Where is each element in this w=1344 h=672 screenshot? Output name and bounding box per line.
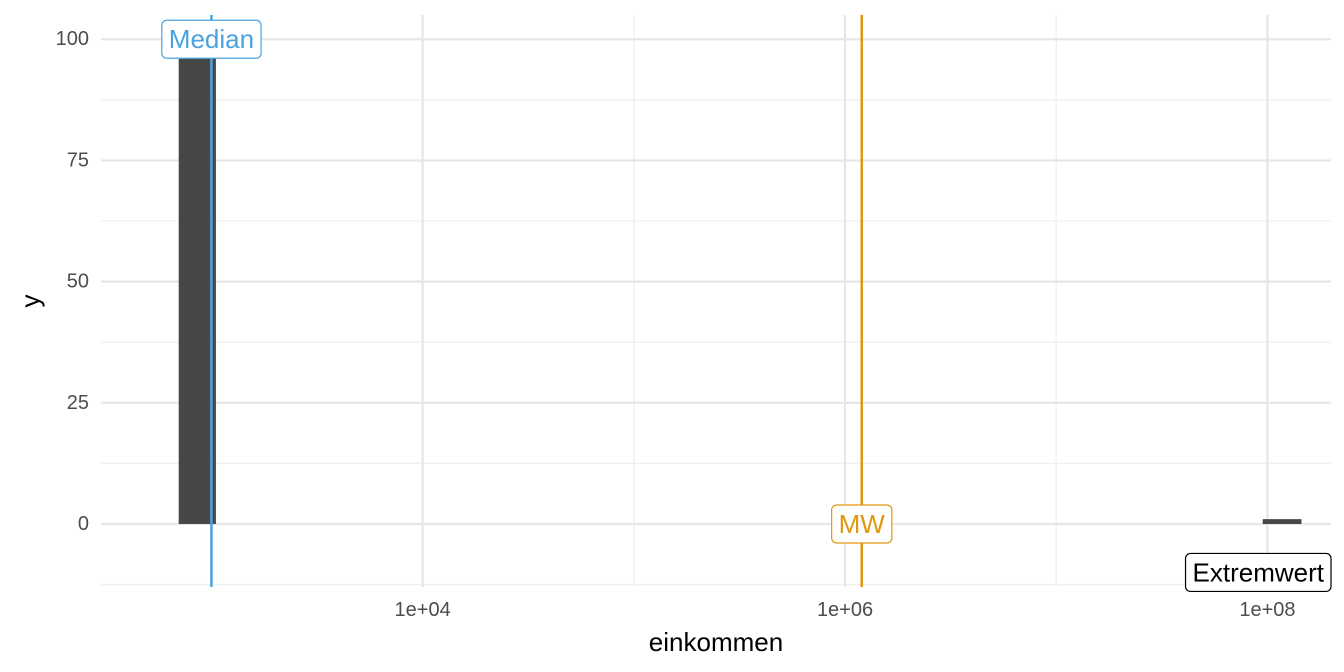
reference-line-layer bbox=[210, 15, 863, 587]
median-label-group: Median bbox=[161, 19, 262, 59]
histogram-bar bbox=[1262, 519, 1302, 524]
x-tick-label: 1e+04 bbox=[395, 599, 451, 621]
y-tick-label: 100 bbox=[56, 28, 89, 50]
grid-layer bbox=[101, 15, 1331, 587]
extremwert-label: Extremwert bbox=[1193, 557, 1325, 587]
histogram-bar bbox=[178, 58, 216, 524]
y-tick-label: 50 bbox=[67, 271, 89, 293]
y-tick-label: 0 bbox=[78, 513, 89, 535]
x-tick-label: 1e+06 bbox=[817, 599, 873, 621]
median-label: Median bbox=[169, 24, 254, 54]
x-tick-label: 1e+08 bbox=[1239, 599, 1295, 621]
mw-label-box bbox=[831, 504, 893, 544]
extremwert-label-group: Extremwert bbox=[1184, 552, 1332, 593]
median-label-box bbox=[161, 19, 262, 59]
x-axis-title: einkommen bbox=[649, 627, 783, 657]
y-tick-label: 25 bbox=[67, 392, 89, 414]
y-axis-title: y bbox=[15, 295, 45, 308]
tick-label-layer: 0 25 50 75 100 1e+04 1e+06 1e+08 bbox=[56, 28, 1296, 621]
y-tick-label: 75 bbox=[67, 149, 89, 171]
annotation-layer: Median MW Extremwert bbox=[161, 19, 1332, 593]
mw-label-group: MW bbox=[831, 504, 893, 544]
bar-layer bbox=[178, 58, 1302, 524]
extremwert-label-box bbox=[1184, 552, 1332, 593]
mw-label: MW bbox=[839, 509, 886, 539]
